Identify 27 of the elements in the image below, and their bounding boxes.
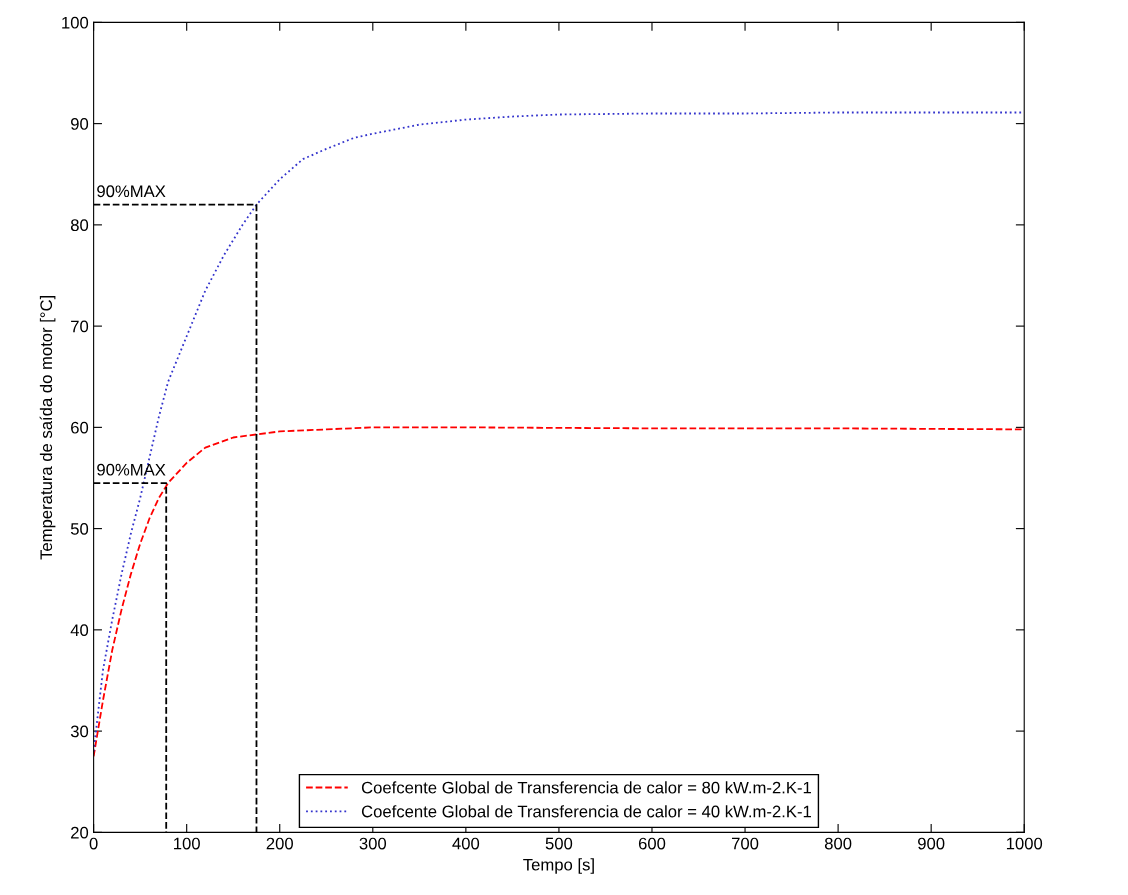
x-tick-label: 400 <box>452 837 480 850</box>
y-tick-label: 20 <box>71 826 89 839</box>
legend-label: Coefcente Global de Transferencia de calor = 80 kW.m-2.K-1 <box>361 781 811 794</box>
line-series <box>93 426 1025 758</box>
y-axis-title: Temperatura de saída do motor [°C] <box>39 295 56 560</box>
y-tick-label: 100 <box>62 16 89 29</box>
x-axis-title: Tempo [s] <box>523 858 594 874</box>
x-tick-label: 300 <box>359 837 387 850</box>
y-tick-label: 50 <box>70 523 89 535</box>
y-tick-label: 80 <box>70 219 89 232</box>
x-tick-label: 0 <box>89 837 98 850</box>
x-tick-label: 900 <box>918 837 945 850</box>
y-tick-label: 30 <box>70 725 89 738</box>
y-tick-label: 40 <box>70 624 89 637</box>
y-tick-label: 60 <box>71 421 89 434</box>
y-tick-label: 90 <box>71 118 89 130</box>
x-tick-label: 600 <box>638 837 666 850</box>
legend-label: Coefcente Global de Transferencia de calor = 40 kW.m-2.K-1 <box>361 805 811 818</box>
x-tick-label: 200 <box>266 837 293 850</box>
x-tick-label: 700 <box>732 837 759 850</box>
annotation: 90%MAX <box>97 185 166 198</box>
x-tick-label: 500 <box>545 837 573 850</box>
x-tick-label: 100 <box>174 837 200 850</box>
y-tick-label: 70 <box>71 320 89 333</box>
annotation: 90%MAX <box>97 463 166 476</box>
x-tick-label: 1000 <box>1006 837 1043 850</box>
x-tick-label: 800 <box>824 837 852 850</box>
